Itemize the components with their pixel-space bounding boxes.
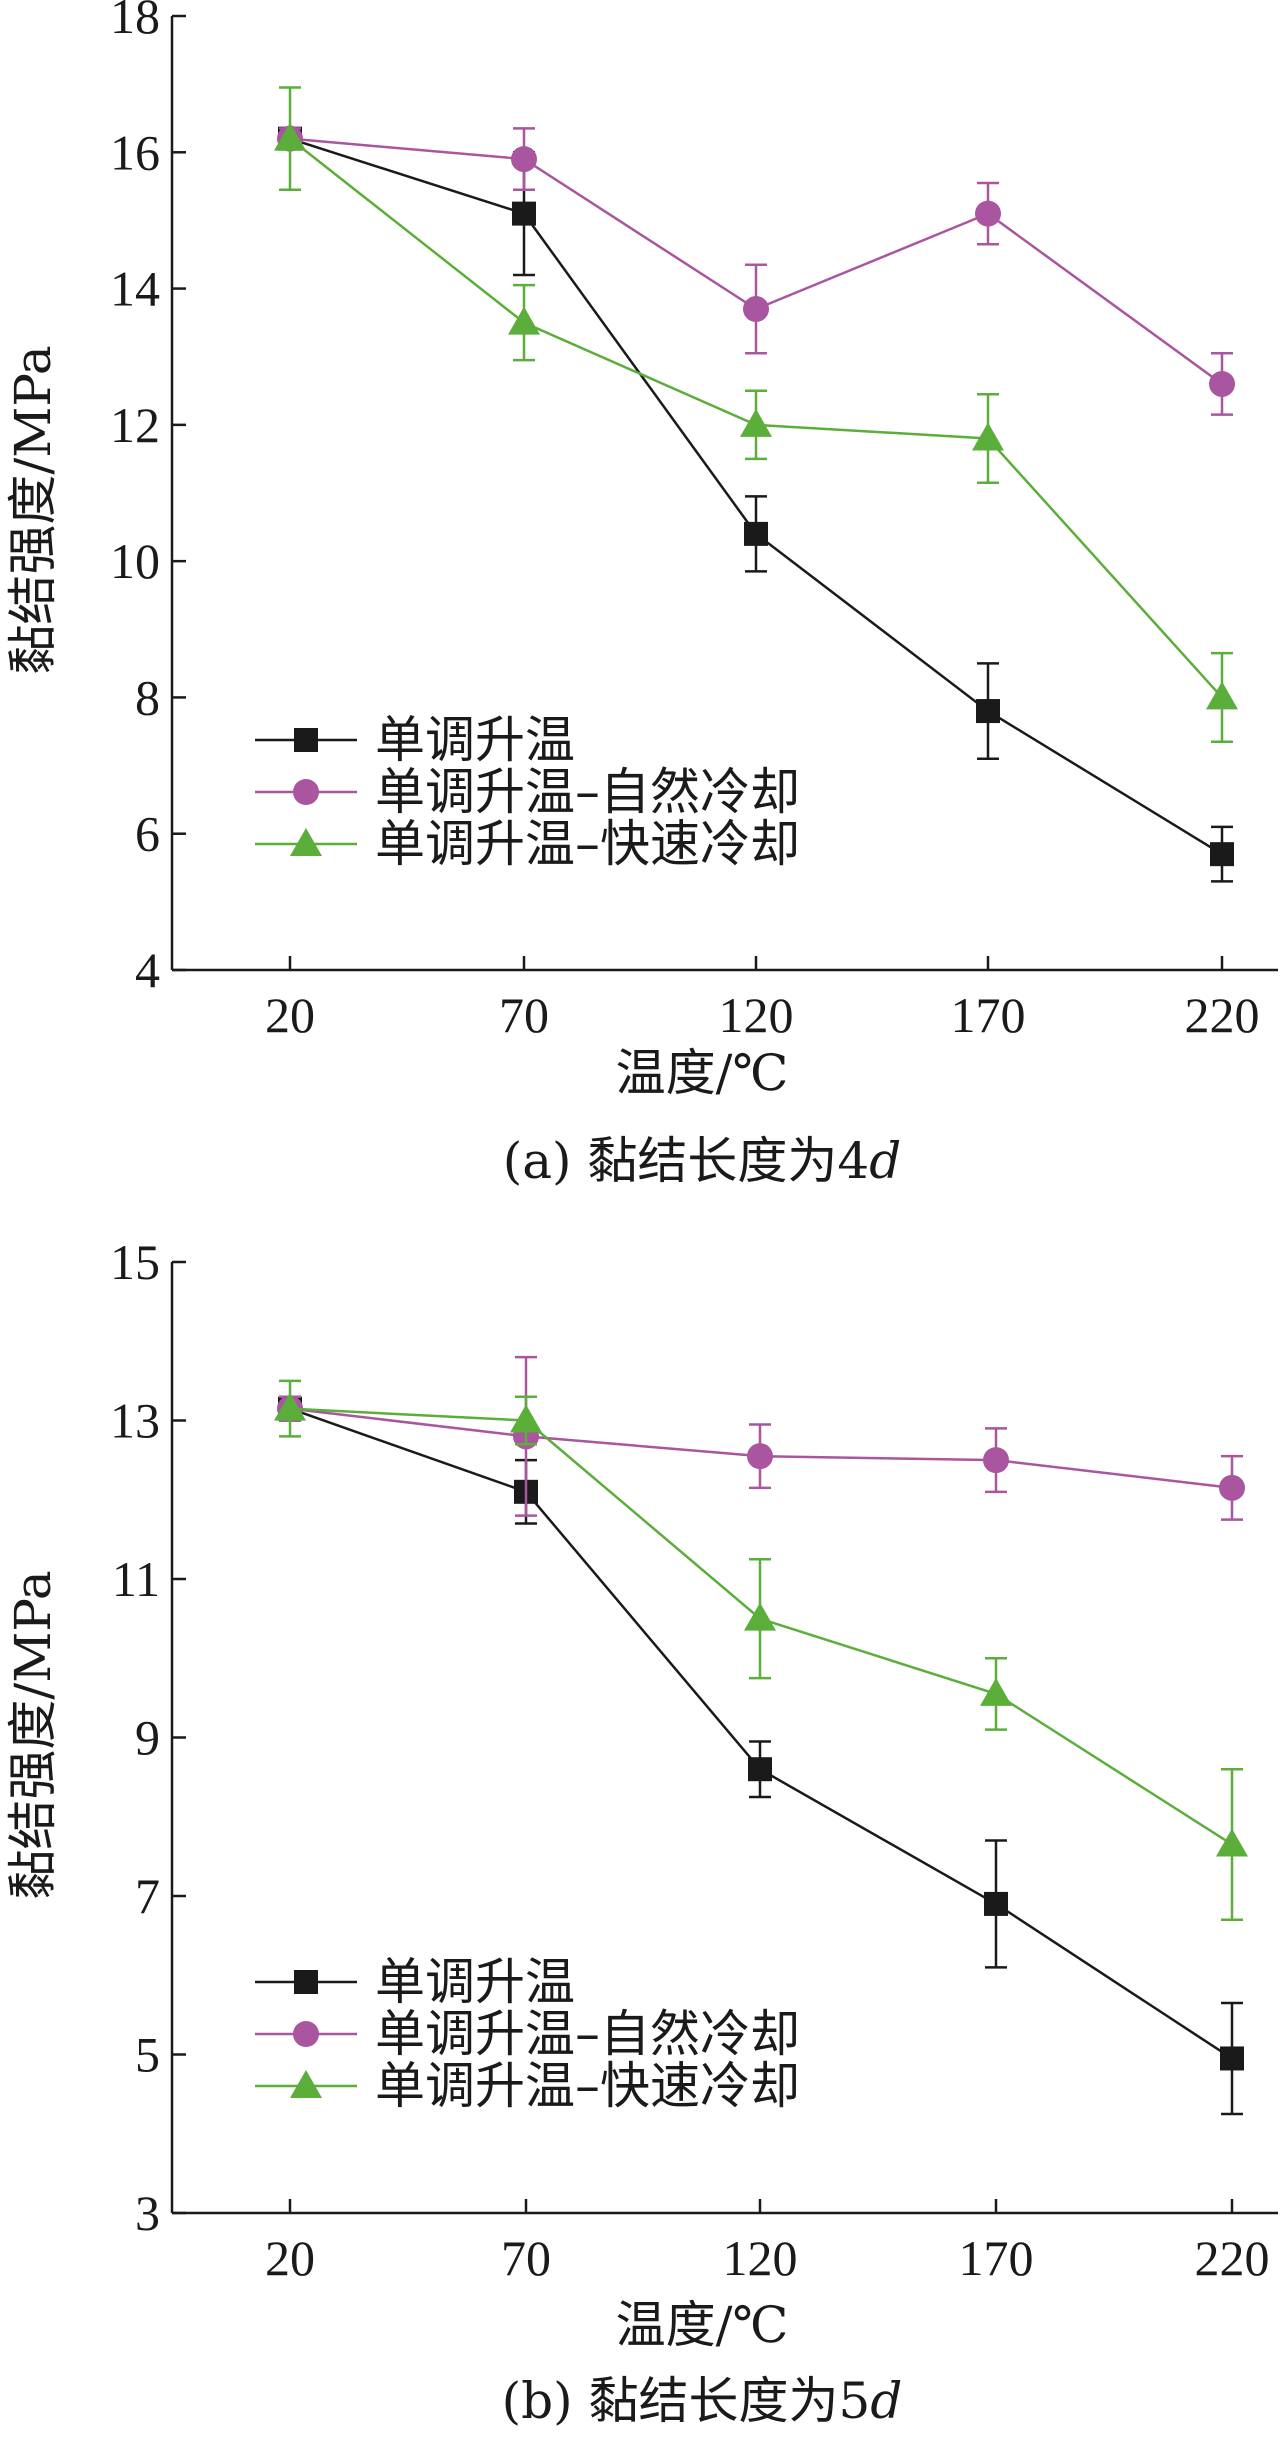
data-point: [1216, 1828, 1248, 1857]
x-axis-label: 温度/℃: [616, 2296, 789, 2354]
legend-label: 单调升温–自然冷却: [375, 763, 800, 821]
legend-marker: [293, 2021, 319, 2047]
series-2: [277, 125, 1235, 416]
x-tick-label: 170: [959, 2230, 1034, 2286]
data-point: [1206, 681, 1238, 710]
x-ticks: 20 70 120 170 220: [265, 2199, 1270, 2286]
legend-item: 单调升温–快速冷却: [255, 815, 800, 873]
data-point: [510, 1404, 542, 1433]
data-point: [1219, 1474, 1245, 1501]
x-tick-label: 70: [499, 987, 549, 1043]
data-point: [1209, 370, 1235, 397]
y-tick-label: 5: [135, 2027, 160, 2083]
data-point: [274, 1392, 306, 1421]
series-3: [274, 86, 1238, 743]
data-point: [744, 521, 768, 546]
y-tick-label: 10: [110, 533, 160, 589]
x-ticks: 20 70 120 170 220: [265, 956, 1260, 1043]
legend-marker: [290, 2070, 322, 2098]
legend-label: 单调升温–快速冷却: [375, 2057, 800, 2115]
legend-item: 单调升温–自然冷却: [255, 2005, 800, 2063]
series-2: [277, 1355, 1245, 1521]
legend-marker: [293, 779, 319, 805]
y-tick-label: 6: [135, 806, 160, 862]
panel-caption: (a) 黏结长度为4d: [503, 1132, 902, 1190]
y-tick-label: 12: [110, 397, 160, 453]
y-tick-label: 18: [110, 0, 160, 44]
y-tick-label: 7: [135, 1868, 160, 1924]
legend-item: 单调升温–快速冷却: [255, 2057, 800, 2115]
data-point: [975, 200, 1001, 227]
legend-item: 单调升温–自然冷却: [255, 763, 800, 821]
x-tick-label: 220: [1195, 2230, 1270, 2286]
legend-label: 单调升温–快速冷却: [375, 815, 800, 873]
y-tick-label: 8: [135, 669, 160, 725]
y-tick-label: 11: [112, 1551, 160, 1607]
x-tick-label: 120: [719, 987, 794, 1043]
x-tick-label: 70: [501, 2230, 551, 2286]
y-tick-label: 15: [110, 1234, 160, 1290]
data-point: [984, 1891, 1008, 1916]
legend-marker: [294, 1970, 318, 1994]
plot-area: [170, 16, 1278, 972]
data-point: [508, 306, 540, 335]
legend-label: 单调升温–自然冷却: [375, 2005, 800, 2063]
x-tick-label: 20: [265, 2230, 315, 2286]
data-point: [511, 146, 537, 173]
x-tick-label: 220: [1185, 987, 1260, 1043]
data-point: [748, 1757, 772, 1782]
legend-marker: [294, 728, 318, 752]
data-point: [972, 422, 1004, 451]
data-point: [1210, 842, 1234, 867]
y-tick-label: 4: [135, 942, 160, 998]
y-ticks: 4 6 8 10 12 14 16 18: [110, 0, 186, 998]
data-point: [740, 408, 772, 437]
plot-area: [170, 1262, 1278, 2215]
legend-item: 单调升温: [255, 1953, 575, 2011]
chart-panel-a: 黏结强度/MPa 4 6 8 10 12 14 16 18 20 70 120 170 220 单调升…: [4, 0, 1278, 1190]
legend-label: 单调升温: [375, 1953, 575, 2011]
y-tick-label: 13: [110, 1393, 160, 1449]
y-axis-label: 黏结强度/MPa: [4, 345, 62, 674]
x-tick-label: 120: [723, 2230, 798, 2286]
y-tick-label: 9: [135, 1710, 160, 1766]
data-point: [512, 201, 536, 226]
y-tick-label: 14: [110, 261, 160, 317]
data-point: [744, 1602, 776, 1631]
data-point: [743, 296, 769, 323]
data-point: [1220, 2046, 1244, 2071]
x-tick-label: 170: [951, 987, 1026, 1043]
panel-caption: (b) 黏结长度为5d: [502, 2372, 903, 2430]
y-tick-label: 16: [110, 124, 160, 180]
legend-marker: [290, 828, 322, 856]
legend-label: 单调升温: [375, 711, 575, 769]
data-point: [976, 699, 1000, 724]
y-axis-label: 黏结强度/MPa: [4, 1570, 62, 1899]
legend-item: 单调升温: [255, 711, 575, 769]
y-ticks: 3 5 7 9 11 13 15: [110, 1234, 186, 2241]
y-tick-label: 3: [135, 2185, 160, 2241]
x-tick-label: 20: [265, 987, 315, 1043]
data-point: [983, 1447, 1009, 1474]
series-3: [274, 1379, 1248, 1922]
data-point: [274, 122, 306, 151]
x-axis-label: 温度/℃: [616, 1044, 789, 1102]
data-point: [747, 1443, 773, 1470]
data-point: [980, 1677, 1012, 1706]
